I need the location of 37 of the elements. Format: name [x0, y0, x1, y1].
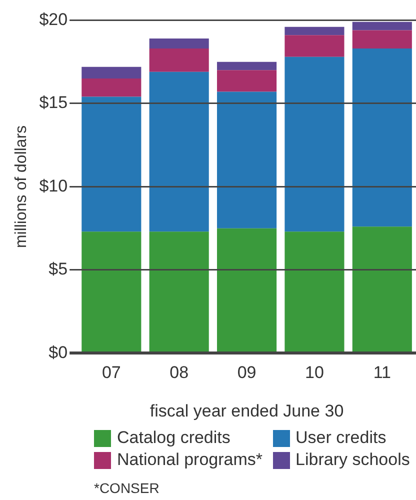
y-tick-label: $0 [48, 342, 68, 362]
bar [149, 232, 209, 352]
bar [352, 22, 412, 30]
x-tick-label: 09 [237, 363, 256, 382]
bar [82, 78, 142, 97]
bar [352, 226, 412, 352]
bar [284, 35, 344, 57]
legend-label: Library schools [296, 450, 410, 470]
y-axis-title: millions of dollars [13, 125, 30, 248]
bar [284, 56, 344, 232]
bar [284, 26, 344, 36]
bar [149, 38, 209, 49]
bar [217, 92, 277, 228]
bar [217, 70, 277, 92]
bar [149, 48, 209, 72]
bar [82, 66, 142, 78]
x-axis-title: fiscal year ended June 30 [150, 401, 344, 420]
legend-label: User credits [296, 428, 386, 448]
bar [352, 48, 412, 227]
legend-label: National programs* [117, 450, 263, 470]
bar [149, 72, 209, 232]
x-tick-label: 07 [102, 363, 121, 382]
x-tick-label: 11 [373, 363, 391, 382]
bar [82, 96, 142, 232]
bar [217, 228, 277, 352]
bar [352, 30, 412, 49]
y-tick-label: $5 [48, 260, 68, 279]
y-tick-label: $10 [39, 176, 68, 196]
x-tick-label: 08 [170, 363, 189, 382]
y-tick-label: $15 [39, 93, 68, 112]
bar [217, 62, 277, 70]
x-tick-label: 10 [305, 363, 324, 382]
bar [284, 232, 344, 352]
text: *CONSER [94, 480, 160, 496]
legend-label: Catalog credits [117, 428, 230, 448]
y-tick-label: $20 [39, 10, 68, 29]
bar [82, 232, 142, 352]
